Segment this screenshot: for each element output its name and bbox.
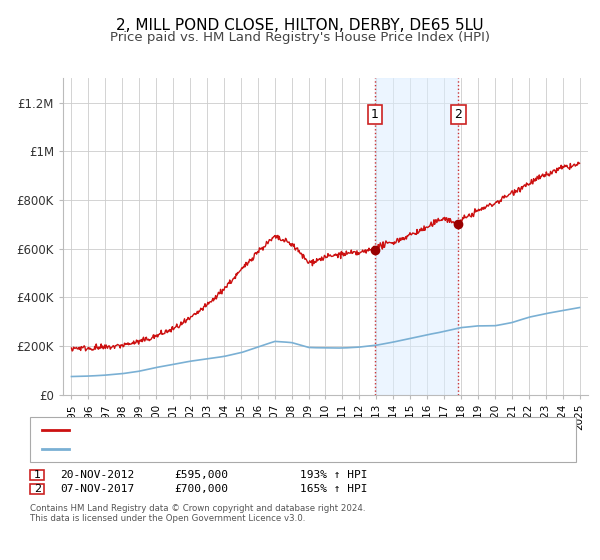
Text: 2: 2 [34,484,41,494]
Bar [374,78,458,395]
Text: Price paid vs. HM Land Registry's House Price Index (HPI): Price paid vs. HM Land Registry's House … [110,31,490,44]
Text: Contains HM Land Registry data © Crown copyright and database right 2024.
This d: Contains HM Land Registry data © Crown c… [30,504,365,524]
Text: HPI: Average price, detached house, South Derbyshire: HPI: Average price, detached house, Sout… [74,445,358,455]
Text: £595,000: £595,000 [174,470,228,480]
Text: £700,000: £700,000 [174,484,228,494]
Text: 2, MILL POND CLOSE, HILTON, DERBY, DE65 5LU: 2, MILL POND CLOSE, HILTON, DERBY, DE65 … [116,18,484,33]
Text: 1: 1 [34,470,41,480]
Text: 193% ↑ HPI: 193% ↑ HPI [300,470,367,480]
Text: 20-NOV-2012: 20-NOV-2012 [60,470,134,480]
Text: 2, MILL POND CLOSE, HILTON, DERBY, DE65 5LU (detached house): 2, MILL POND CLOSE, HILTON, DERBY, DE65 … [74,424,418,435]
Text: 07-NOV-2017: 07-NOV-2017 [60,484,134,494]
Text: 165% ↑ HPI: 165% ↑ HPI [300,484,367,494]
Text: 2: 2 [455,108,463,122]
Text: 1: 1 [371,108,379,122]
